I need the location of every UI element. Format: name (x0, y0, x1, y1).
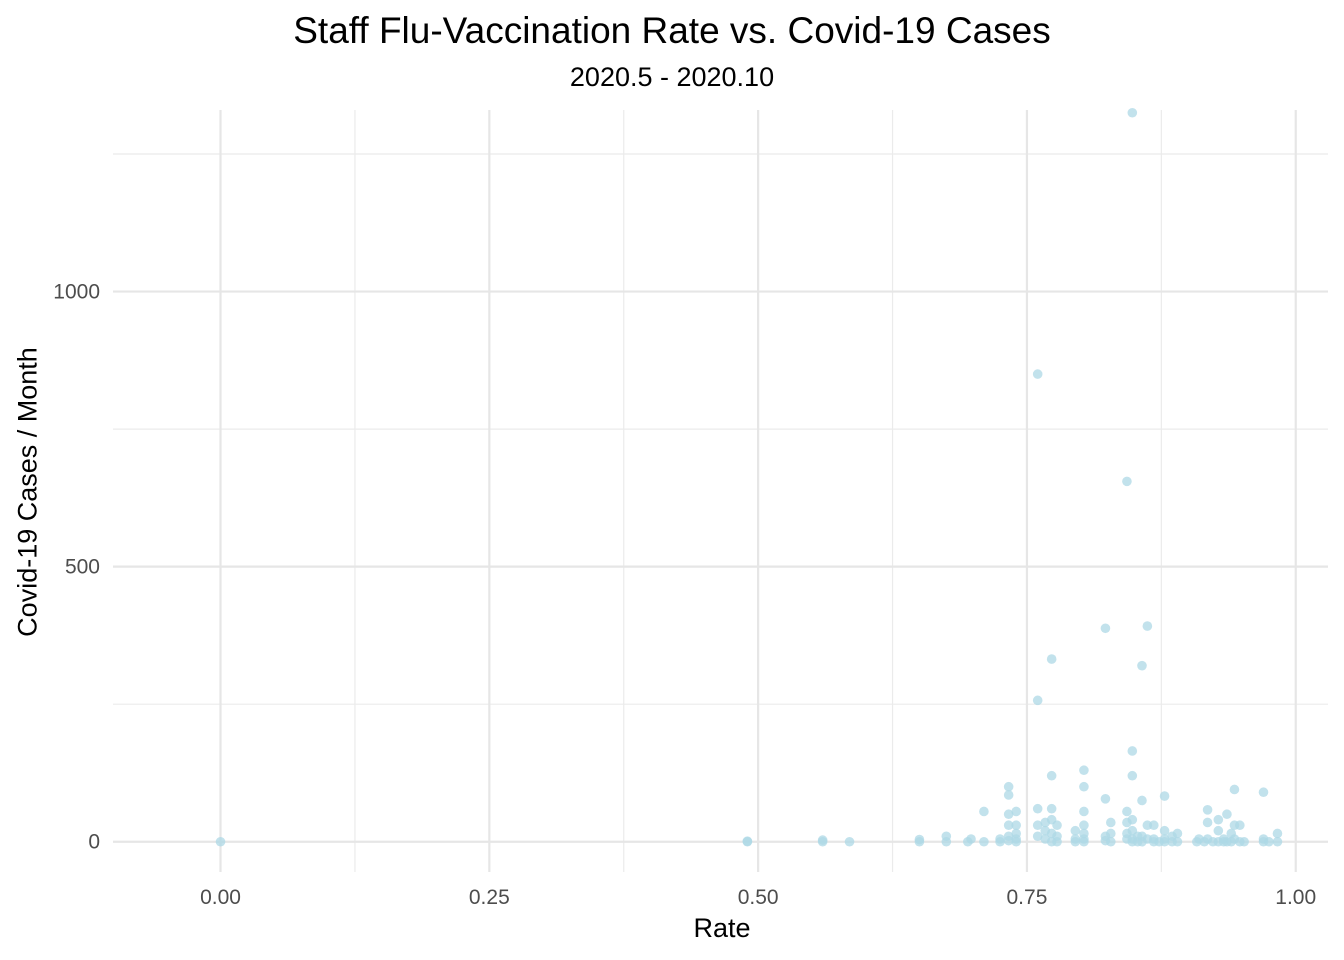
data-point (914, 834, 925, 845)
data-point (1100, 794, 1111, 804)
data-point (1003, 781, 1014, 792)
data-point (1272, 828, 1283, 839)
data-point (1032, 695, 1043, 706)
data-point (1106, 817, 1116, 828)
data-point (1172, 836, 1183, 847)
data-points (215, 107, 1283, 847)
data-point (1106, 828, 1116, 839)
data-point (1011, 806, 1021, 817)
data-point (1003, 835, 1014, 846)
data-point (1032, 803, 1043, 814)
data-point (1137, 660, 1147, 671)
data-point (1172, 828, 1183, 839)
data-point (1122, 476, 1132, 487)
data-point (941, 831, 952, 842)
data-point (1046, 770, 1057, 781)
data-point (979, 806, 989, 817)
x-axis-ticks: 0.00 0.25 0.50 0.75 1.00 (200, 886, 1316, 909)
x-tick-label: 0.75 (1007, 886, 1048, 909)
data-point (1079, 820, 1089, 831)
data-point (1202, 805, 1213, 815)
data-point (1222, 809, 1232, 820)
data-point (1032, 820, 1043, 831)
data-point (1046, 654, 1057, 664)
data-point (1079, 836, 1089, 847)
data-point (1079, 806, 1089, 817)
data-point (995, 834, 1005, 844)
data-point (1127, 770, 1138, 781)
data-point (1046, 803, 1057, 814)
data-point (742, 836, 753, 846)
data-point (1011, 820, 1021, 831)
data-point (1202, 817, 1213, 828)
data-point (1235, 820, 1245, 831)
data-point (1032, 369, 1043, 379)
y-tick-label: 1000 (53, 281, 100, 304)
data-point (1127, 746, 1138, 756)
data-point (1159, 836, 1170, 847)
data-point (817, 835, 828, 845)
data-point (1003, 820, 1014, 831)
chart-subtitle: 2020.5 - 2020.10 (569, 62, 775, 92)
y-axis-label: Covid-19 Cases / Month (12, 347, 43, 637)
grid-lines (113, 110, 1328, 872)
data-point (1258, 787, 1269, 798)
data-point (1100, 623, 1111, 634)
data-point (1079, 765, 1089, 776)
x-tick-label: 1.00 (1275, 886, 1316, 909)
data-point (1264, 836, 1274, 847)
data-point (1032, 831, 1043, 842)
data-point (1003, 809, 1014, 820)
data-point (1003, 790, 1014, 800)
data-point (1052, 836, 1062, 847)
x-axis-label: Rate (693, 913, 751, 943)
data-point (1011, 836, 1021, 847)
data-point (1213, 814, 1224, 825)
y-tick-label: 0 (88, 831, 100, 854)
data-point (844, 836, 855, 847)
data-point (1079, 781, 1089, 792)
data-point (1106, 836, 1116, 847)
data-point (1122, 806, 1132, 817)
data-point (1070, 825, 1081, 836)
data-point (1229, 784, 1240, 795)
data-point (1142, 621, 1153, 631)
data-point (1070, 836, 1081, 847)
x-tick-label: 0.50 (738, 886, 779, 909)
x-tick-label: 0.25 (469, 886, 510, 909)
data-point (1052, 820, 1062, 831)
data-point (1213, 825, 1224, 836)
y-axis-ticks: 0 500 1000 (53, 281, 100, 854)
data-point (1127, 107, 1138, 118)
data-point (1149, 820, 1159, 831)
data-point (1272, 836, 1283, 847)
data-point (979, 836, 989, 847)
y-tick-label: 500 (65, 556, 100, 579)
data-point (1159, 825, 1170, 836)
data-point (215, 836, 226, 847)
data-point (1239, 836, 1249, 847)
data-point (966, 834, 976, 844)
chart-title: Staff Flu-Vaccination Rate vs. Covid-19 … (293, 10, 1051, 51)
data-point (1127, 814, 1138, 825)
x-tick-label: 0.00 (200, 886, 241, 909)
data-point (1159, 791, 1170, 801)
data-point (1137, 795, 1147, 806)
